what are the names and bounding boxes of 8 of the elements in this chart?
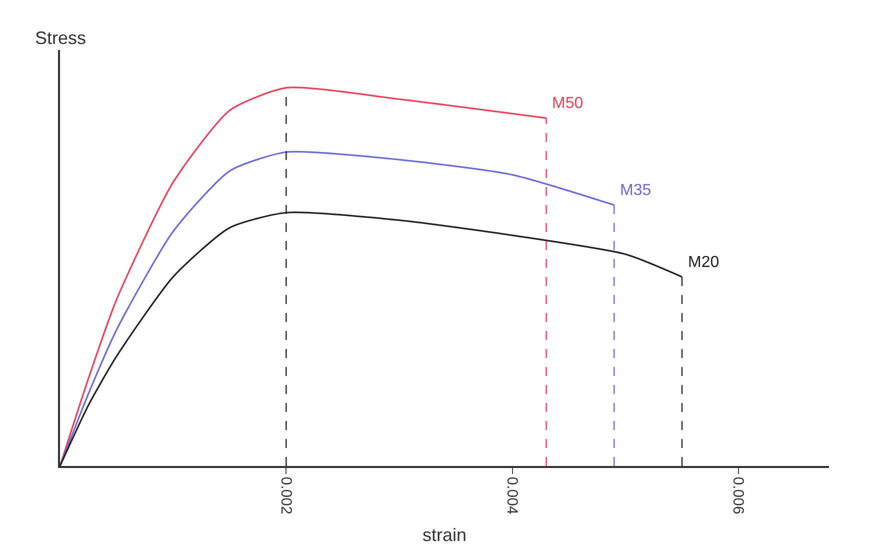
series-label: M20 [688,254,720,271]
x-tick-label: 0.006 [730,476,747,514]
x-tick-label: 0.004 [503,476,520,514]
series-label: M35 [620,182,652,199]
x-tick-label: 0.002 [277,476,294,514]
series-label: M50 [552,95,584,112]
x-axis-title: strain [422,524,467,545]
y-axis-title: Stress [35,28,86,48]
